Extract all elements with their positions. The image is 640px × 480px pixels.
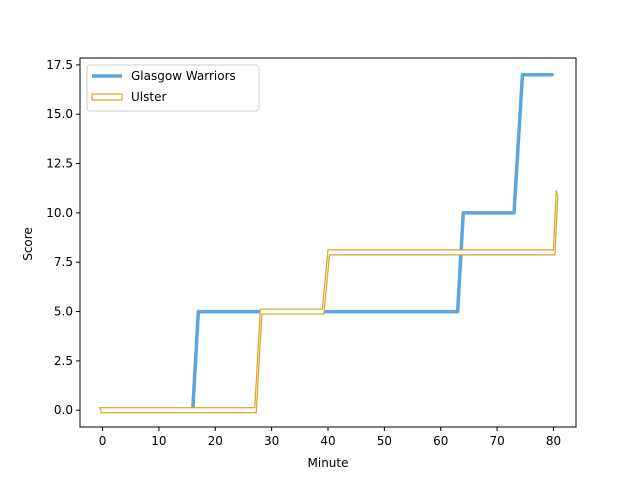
y-tick-label: 7.5	[54, 255, 73, 269]
series-glasgow-warriors-line	[190, 73, 554, 411]
y-tick-label: 17.5	[46, 58, 73, 72]
y-tick-label: 5.0	[54, 305, 73, 319]
y-tick-label: 15.0	[46, 107, 73, 121]
x-tick-label: 70	[489, 434, 504, 448]
x-tick-label: 0	[99, 434, 107, 448]
legend-swatch-ulster	[91, 93, 123, 101]
legend-entry-label: Ulster	[131, 90, 166, 104]
y-tick-label: 12.5	[46, 157, 73, 171]
x-tick-label: 10	[151, 434, 166, 448]
x-axis-ticks: 0 10 20 30 40 50 60 70 80	[99, 427, 561, 448]
x-tick-label: 80	[546, 434, 561, 448]
y-tick-label: 2.5	[54, 354, 73, 368]
x-axis-label: Minute	[308, 456, 349, 470]
x-tick-label: 60	[433, 434, 448, 448]
y-axis-ticks: 0.0 2.5 5.0 7.5 10.0 12.5 15.0 17.5	[46, 58, 80, 417]
x-tick-label: 30	[264, 434, 279, 448]
y-tick-label: 0.0	[54, 403, 73, 417]
y-tick-label: 10.0	[46, 206, 73, 220]
legend-entry-label: Glasgow Warriors	[131, 69, 236, 83]
legend: Glasgow Warriors Ulster	[86, 64, 260, 112]
x-tick-label: 20	[208, 434, 223, 448]
legend-box	[86, 64, 260, 112]
x-tick-label: 50	[377, 434, 392, 448]
x-tick-label: 40	[320, 434, 335, 448]
y-axis-label: Score	[21, 227, 35, 261]
series-ulster-band	[98, 190, 559, 414]
